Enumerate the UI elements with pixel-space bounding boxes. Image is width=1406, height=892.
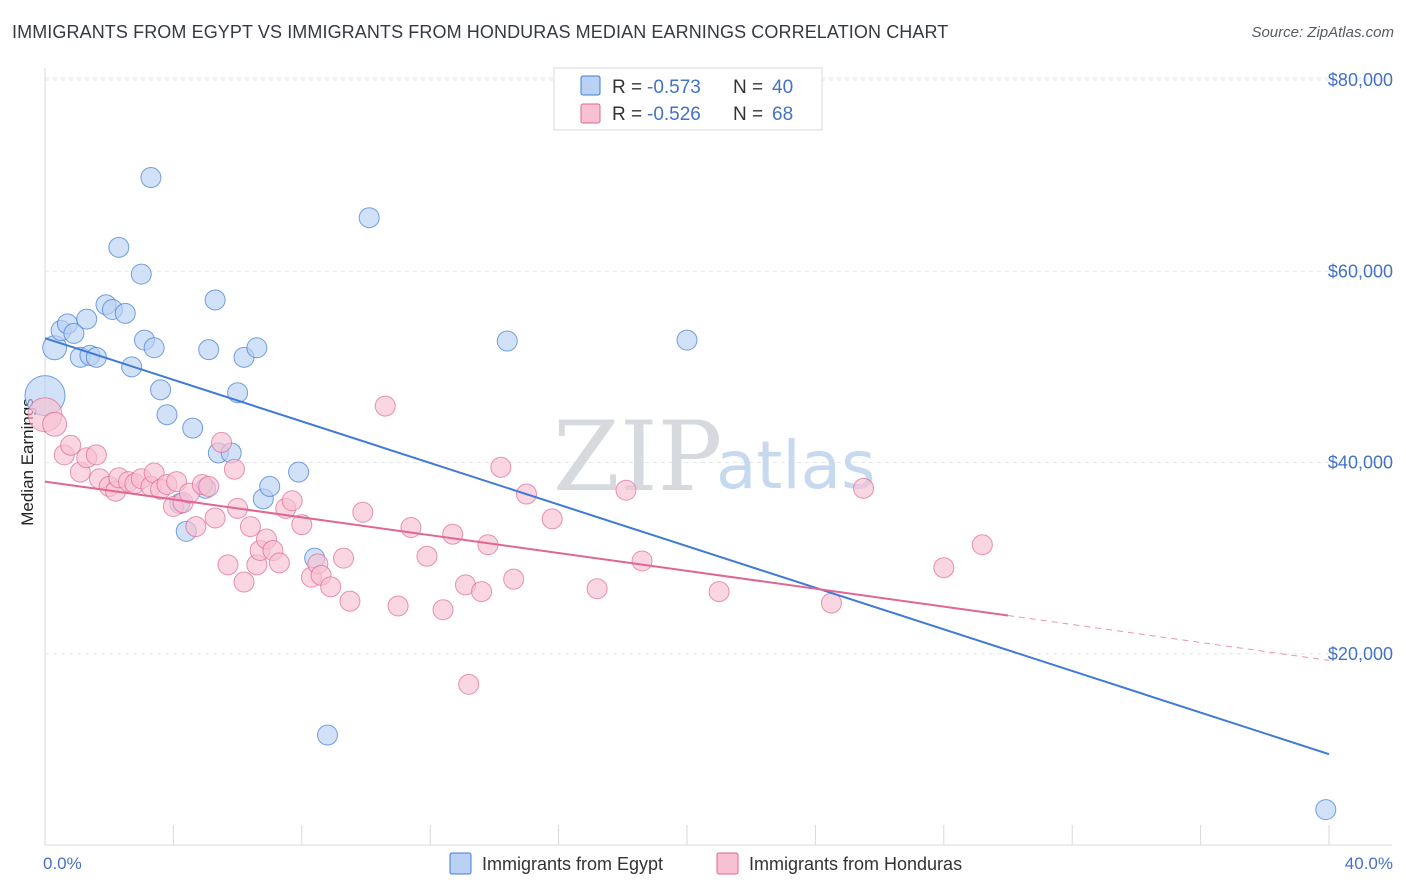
point-egypt (676, 329, 698, 351)
point-honduras (471, 581, 493, 603)
point-egypt (182, 417, 204, 439)
y-tick-label: $80,000 (1328, 70, 1393, 90)
y-tick-label: $40,000 (1328, 453, 1393, 473)
point-egypt (150, 379, 172, 401)
trend-line-egypt (44, 337, 1330, 756)
point-honduras (631, 550, 653, 572)
point-honduras (281, 490, 303, 512)
bottom-legend-label-egypt: Immigrants from Egypt (482, 854, 663, 874)
point-honduras (503, 568, 525, 590)
legend-r-value-honduras: -0.526 (647, 104, 701, 125)
axes (44, 68, 1392, 846)
legend-n-value-honduras: 68 (772, 104, 793, 125)
point-egypt (227, 382, 249, 404)
point-honduras (85, 444, 107, 466)
point-honduras (204, 507, 226, 529)
point-egypt (1315, 799, 1337, 821)
point-honduras (185, 516, 207, 538)
point-honduras (223, 458, 245, 480)
point-egypt (130, 263, 152, 285)
point-honduras (239, 516, 261, 538)
point-egypt (156, 404, 178, 426)
point-egypt (259, 475, 281, 497)
point-egypt (358, 207, 380, 229)
point-honduras (387, 595, 409, 617)
point-honduras (198, 475, 220, 497)
point-egypt (76, 308, 98, 330)
point-egypt (496, 330, 518, 352)
point-honduras (432, 599, 454, 621)
watermark: ZIP atlas (553, 401, 876, 513)
point-egypt (288, 461, 310, 483)
legend-n-label-egypt: N = (733, 77, 763, 98)
point-honduras (42, 411, 68, 437)
legend-r-label-egypt: R = (612, 77, 642, 98)
y-tick-label: $20,000 (1328, 644, 1393, 664)
trend-line-honduras (44, 480, 1009, 617)
legend-swatch-honduras (580, 103, 601, 124)
series-honduras-points (27, 395, 993, 695)
legend-n-value-egypt: 40 (772, 77, 793, 98)
point-egypt (140, 167, 162, 189)
point-honduras (320, 576, 342, 598)
chart-title: IMMIGRANTS FROM EGYPT VS IMMIGRANTS FROM… (12, 22, 949, 42)
point-egypt (198, 339, 220, 361)
point-honduras (217, 554, 239, 576)
bottom-legend: Immigrants from Egypt Immigrants from Ho… (449, 852, 962, 875)
series-egypt-points (24, 167, 1337, 821)
point-egypt (63, 322, 85, 344)
point-honduras (458, 673, 480, 695)
point-honduras (541, 508, 563, 530)
point-egypt (108, 236, 130, 258)
legend-r-value-egypt: -0.573 (647, 77, 701, 98)
watermark-zip: ZIP (553, 401, 722, 513)
point-honduras (60, 434, 82, 456)
legend-r-label-honduras: R = (612, 104, 642, 125)
x-tick-labels: 0.0% 40.0% (43, 854, 1393, 873)
bottom-legend-label-honduras: Immigrants from Honduras (749, 854, 962, 874)
point-honduras (490, 456, 512, 478)
point-honduras (933, 557, 955, 579)
point-honduras (339, 590, 361, 612)
point-honduras (233, 571, 255, 593)
point-honduras (708, 581, 730, 603)
point-honduras (352, 501, 374, 523)
point-honduras (333, 547, 355, 569)
point-honduras (853, 477, 875, 499)
x-tick-label-end: 40.0% (1345, 854, 1393, 873)
point-honduras (268, 552, 290, 574)
point-honduras (586, 578, 608, 600)
x-tick-label-start: 0.0% (43, 854, 82, 873)
point-honduras (400, 517, 422, 539)
bottom-legend-swatch-egypt (449, 852, 472, 875)
point-egypt (114, 302, 136, 324)
stats-legend: R = -0.573 N = 40 R = -0.526 N = 68 (553, 67, 823, 131)
point-egypt (246, 337, 268, 359)
source-label: Source: ZipAtlas.com (1251, 24, 1394, 41)
legend-n-label-honduras: N = (733, 104, 763, 125)
watermark-atlas: atlas (716, 427, 876, 504)
trend-lines (44, 337, 1330, 756)
point-egypt (143, 337, 165, 359)
point-honduras (416, 545, 438, 567)
point-honduras (291, 514, 313, 536)
y-tick-labels: $20,000 $40,000 $60,000 $80,000 (1328, 70, 1393, 664)
point-honduras (971, 534, 993, 556)
point-egypt (204, 289, 226, 311)
y-axis-label: Median Earnings (18, 398, 37, 526)
point-honduras (615, 479, 637, 501)
point-egypt (316, 724, 338, 746)
point-honduras (374, 395, 396, 417)
point-honduras (211, 431, 233, 453)
legend-swatch-egypt (580, 75, 601, 96)
bottom-legend-swatch-honduras (716, 852, 739, 875)
y-tick-label: $60,000 (1328, 261, 1393, 281)
point-honduras (442, 523, 464, 545)
